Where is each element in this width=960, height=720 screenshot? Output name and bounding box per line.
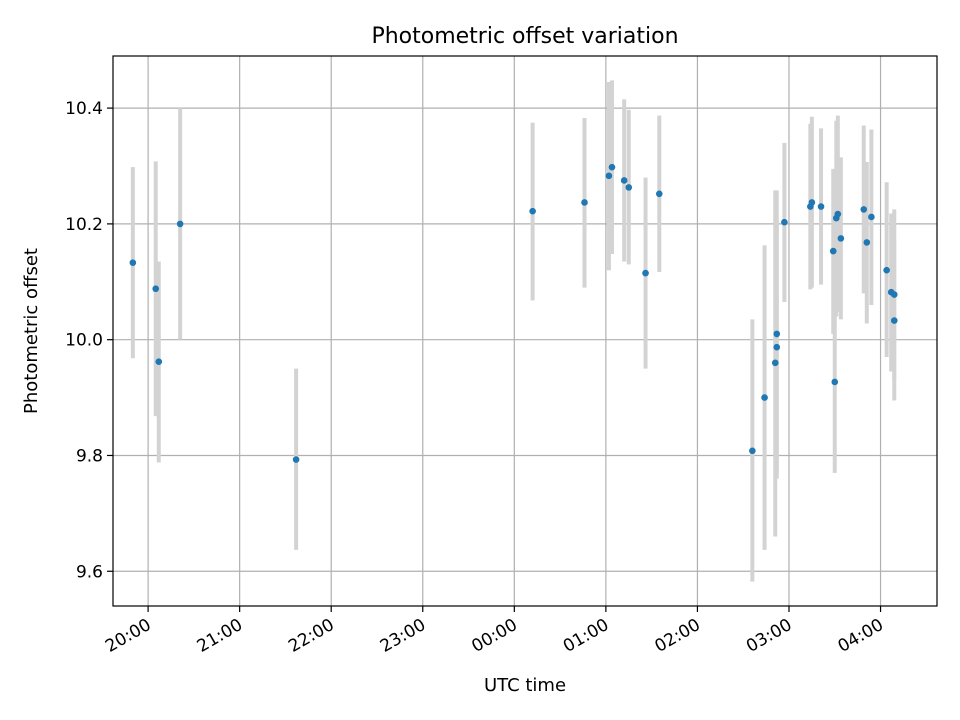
x-tick-label: 23:00 [377,615,429,657]
y-tick-label: 9.6 [76,562,103,582]
y-tick-label: 10.4 [65,99,103,119]
plot-frame [112,55,938,607]
x-axis-label: UTC time [484,675,566,696]
data-point [129,259,137,266]
data-point [868,213,875,221]
data-point [655,190,663,198]
data-point [620,177,628,184]
x-tick-label: 04:00 [835,615,887,657]
data-point [829,247,837,255]
data-point [625,184,633,191]
data-point [749,447,756,455]
data-point [771,359,779,367]
grid [113,56,937,606]
y-tick-label: 10.2 [65,215,103,235]
x-tick-label: 20:00 [102,615,154,657]
data-point [817,203,825,210]
data-point [761,394,768,401]
chart-title: Photometric offset variation [371,24,678,49]
data-point [581,199,588,206]
data-point [529,207,536,215]
x-axis-ticks: 20:00 21:00 22:00 23:00 00:00 01:00 02:00 03:00… [102,606,887,657]
data-point [152,285,160,293]
data-point [860,206,868,213]
data-point [605,172,613,180]
x-tick-label: 22:00 [285,615,337,657]
x-tick-label: 21:00 [194,615,246,657]
y-axis-label: Photometric offset [21,248,42,414]
data-point [155,358,163,365]
data-point [781,218,788,226]
x-tick-label: 02:00 [651,615,703,657]
data-point [608,163,616,171]
data-point [883,266,890,274]
y-tick-label: 9.8 [76,446,103,466]
data-point [773,343,781,351]
data-point [773,330,781,338]
x-tick-label: 01:00 [560,615,612,657]
data-point [863,239,871,246]
data-point [890,291,898,298]
data-point [808,199,816,206]
data-point [831,378,839,386]
data-point [837,235,845,242]
y-axis-ticks: 9.6 9.8 10.0 10.2 10.4 [65,99,113,582]
y-tick-label: 10.0 [65,331,103,351]
data-point [890,317,898,324]
x-tick-label: 03:00 [743,615,795,657]
data-point [642,269,649,277]
error-bars [130,80,897,582]
data-point [176,220,184,228]
x-tick-label: 00:00 [468,615,520,657]
data-point [834,210,842,218]
data-points [129,163,898,463]
data-point [292,456,300,463]
